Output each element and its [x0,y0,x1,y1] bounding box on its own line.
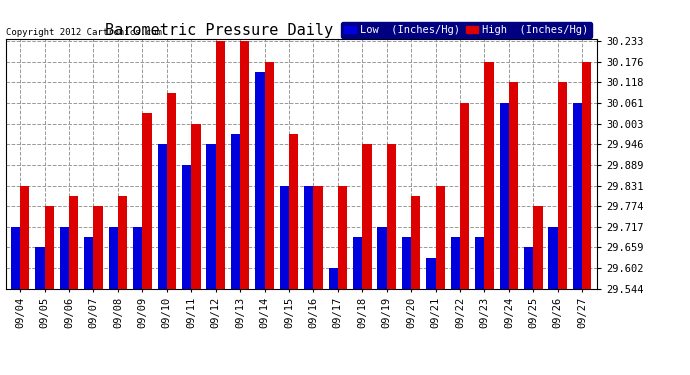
Bar [216,41,225,289]
Bar [20,186,30,289]
Bar [84,237,93,289]
Text: Copyright 2012 Cartronics.com: Copyright 2012 Cartronics.com [6,28,161,37]
Bar [93,206,103,289]
Bar [558,82,567,289]
Bar [133,226,142,289]
Bar [231,134,240,289]
Bar [69,196,79,289]
Bar [509,82,518,289]
Bar [240,41,249,289]
Bar [60,226,69,289]
Bar [35,248,45,289]
Bar [362,144,371,289]
Bar [386,144,396,289]
Bar [328,268,338,289]
Bar [500,103,509,289]
Bar [402,237,411,289]
Bar [460,103,469,289]
Bar [108,226,118,289]
Bar [533,206,542,289]
Bar [426,258,435,289]
Bar [451,237,460,289]
Bar [264,62,274,289]
Bar [313,186,323,289]
Bar [167,93,176,289]
Bar [142,113,152,289]
Title: Barometric Pressure Daily High/Low 20120928: Barometric Pressure Daily High/Low 20120… [105,23,497,38]
Bar [206,144,216,289]
Bar [411,196,420,289]
Legend: Low  (Inches/Hg), High  (Inches/Hg): Low (Inches/Hg), High (Inches/Hg) [341,22,591,38]
Bar [338,186,347,289]
Bar [304,186,313,289]
Bar [157,144,167,289]
Bar [118,196,127,289]
Bar [377,226,386,289]
Bar [582,62,591,289]
Bar [549,226,558,289]
Bar [11,226,20,289]
Bar [435,186,445,289]
Bar [289,134,298,289]
Bar [573,103,582,289]
Bar [524,248,533,289]
Bar [191,124,201,289]
Bar [182,165,191,289]
Bar [279,186,289,289]
Bar [475,237,484,289]
Bar [484,62,494,289]
Bar [45,206,54,289]
Bar [353,237,362,289]
Bar [255,72,264,289]
